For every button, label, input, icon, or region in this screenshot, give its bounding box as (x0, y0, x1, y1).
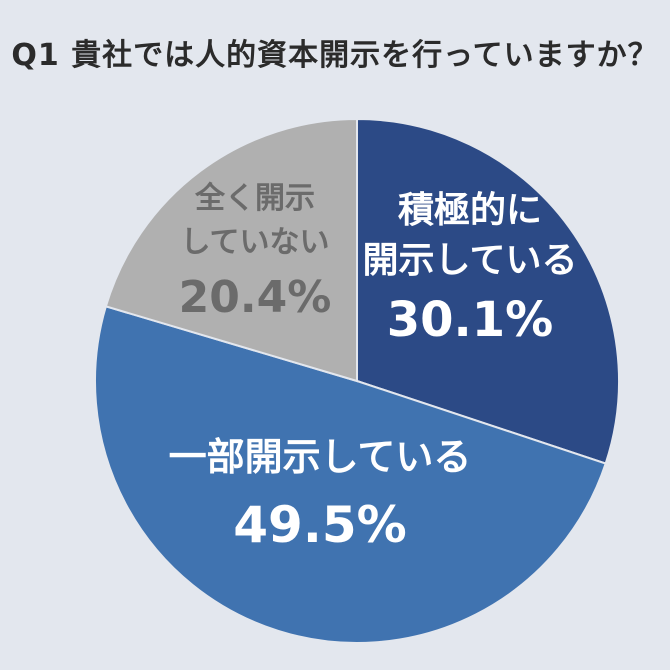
slice-label-2-line-1: していない (180, 225, 329, 260)
chart-title: Q1 貴社では人的資本開示を行っていますか？ (11, 38, 659, 73)
slice-label-1-line-0: 一部開示している (169, 435, 472, 479)
pie-slice-0 (356, 117, 620, 465)
slice-label-0-line-0: 積極的に (398, 190, 542, 231)
pie-slice-2 (104, 117, 358, 383)
slice-value-0: 30.1% (387, 292, 554, 348)
slice-value-1: 49.5% (233, 496, 406, 554)
pie-slice-1 (94, 305, 607, 644)
slice-value-2: 20.4% (179, 272, 332, 323)
slice-label-2-line-0: 全く開示 (194, 181, 315, 216)
slice-label-0-line-1: 開示している (363, 240, 578, 281)
